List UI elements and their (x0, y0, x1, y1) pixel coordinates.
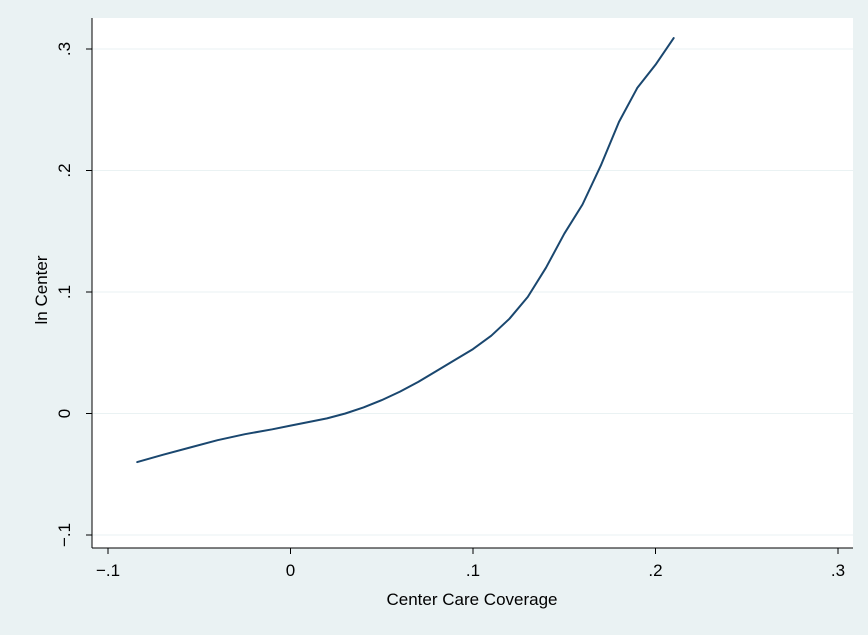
x-tick-label: 0 (286, 561, 295, 580)
series-line (136, 37, 675, 464)
y-tick-label: 0 (55, 409, 74, 418)
x-tick-label: −.1 (96, 561, 120, 580)
x-axis-title: Center Care Coverage (386, 590, 557, 609)
x-tick-label: .3 (831, 561, 845, 580)
y-tick-label: .3 (55, 42, 74, 56)
y-axis-title: ln Center (32, 255, 51, 324)
y-tick-label: .1 (55, 285, 74, 299)
x-tick-label: .2 (648, 561, 662, 580)
plot-area (92, 18, 853, 548)
y-tick-label: .2 (55, 163, 74, 177)
x-axis-ticks: −.1 0 .1 .2 .3 (96, 548, 845, 580)
grid-lines (92, 48, 853, 536)
y-tick-label: −.1 (55, 523, 74, 547)
x-tick-label: .1 (466, 561, 480, 580)
y-axis-ticks: −.1 0 .1 .2 .3 (55, 42, 92, 547)
